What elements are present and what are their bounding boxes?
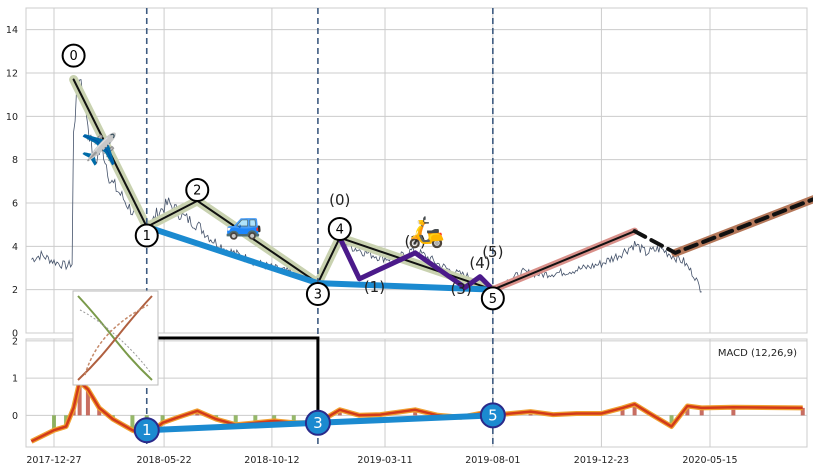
macd-circle-label: 5 (488, 406, 498, 424)
wave-segment (72, 78, 494, 291)
macd-histogram-bar (130, 415, 135, 431)
macd-histogram-bar (291, 415, 296, 423)
price-y-tick-label: 14 (6, 25, 18, 36)
macd-histogram-bar (699, 407, 704, 416)
wave-segment (632, 197, 813, 255)
emoji-icon: ✈️ (81, 131, 118, 168)
macd-circle-label: 3 (313, 414, 323, 432)
macd-histogram-bar (85, 389, 90, 416)
x-tick-label: 2020-05-15 (682, 455, 737, 466)
price-y-tick-label: 2 (12, 285, 18, 296)
macd-histogram-bar (233, 415, 238, 425)
emoji-icon: 🚙 (225, 206, 262, 241)
subwave-label: (5) (482, 243, 503, 261)
macd-y-tick-label: 2 (12, 336, 18, 347)
macd-histogram-bar (632, 404, 637, 416)
macd-histogram-bar (413, 409, 418, 416)
inset-curve (84, 304, 149, 376)
wave-circle-marker (185, 178, 210, 202)
subwave-label: (2) (405, 232, 426, 250)
wave-circle-label: 5 (489, 292, 497, 307)
wave-circle-label: 1 (143, 229, 151, 244)
x-tick-label: 2018-05-22 (136, 455, 191, 466)
macd-circle-marker (479, 402, 506, 429)
wave-labels: 0 1 2 3 4 5 (0) (1) (2) (3) (4)(5) ✈️ 🚙 🛵 1 3 5 (61, 43, 506, 444)
macd-histogram-bar (669, 415, 674, 427)
wave-circle-marker (134, 223, 159, 248)
x-tick-label: 2019-12-23 (574, 455, 629, 466)
wave-circle-marker (305, 282, 330, 306)
macd-histogram-bar (52, 415, 56, 431)
macd-histogram-bar (160, 415, 165, 423)
price-y-tick-label: 10 (6, 112, 18, 123)
price-y-tick-label: 6 (12, 199, 18, 210)
x-tick-label: 2017-12-27 (26, 455, 81, 466)
price-y-tick-label: 8 (12, 155, 18, 166)
macd-legend-label: MACD (12,26,9) (718, 348, 797, 359)
subwave-label: (3) (451, 280, 472, 298)
wave-circle-marker (61, 43, 86, 68)
x-tick-label: 2019-03-11 (357, 455, 412, 466)
wave-circle-label: 2 (193, 184, 201, 199)
macd-circle-marker (304, 409, 331, 436)
wave-circle-label: 4 (336, 223, 344, 238)
subwave-label: (0) (329, 191, 350, 209)
price-y-tick-label: 4 (12, 242, 18, 253)
macd-histogram-bar (253, 415, 258, 423)
price-y-tick-label: 12 (6, 69, 18, 80)
x-tick-label: 2018-10-12 (244, 455, 299, 466)
macd-histogram-bar (731, 407, 736, 416)
macd-histogram-bar (97, 407, 102, 416)
inset-thumbnail (72, 290, 159, 386)
inset-curve (77, 295, 153, 381)
x-tick-label: 2019-08-01 (465, 455, 520, 466)
macd-histogram-bar (685, 406, 690, 416)
macd-histogram-bar (272, 415, 277, 421)
subwave-label: (1) (364, 278, 385, 296)
subwave-label: (4) (469, 254, 490, 272)
wave-circle-marker (480, 286, 505, 311)
macd-y-tick-label: 0 (12, 411, 18, 422)
wave-circle-label: 0 (69, 49, 77, 64)
wave-circle-marker (327, 217, 352, 241)
macd-frame (25, 338, 808, 448)
macd-circle-label: 1 (142, 421, 152, 439)
macd-line (30, 380, 803, 443)
price-y-tick-label: 0 (12, 329, 18, 340)
macd-circle-marker (133, 417, 160, 444)
connector-line (150, 336, 320, 420)
macd-histogram-bar (77, 381, 82, 416)
connector-line (150, 336, 320, 420)
wave-circle-label: 3 (314, 288, 322, 303)
macd-y-tick-label: 1 (12, 374, 18, 385)
macd-histogram-bar (800, 407, 805, 416)
macd-histogram-bar (620, 407, 625, 416)
wave-segment (337, 235, 496, 293)
wave-segment (491, 230, 636, 291)
emoji-icon: 🛵 (408, 215, 445, 250)
